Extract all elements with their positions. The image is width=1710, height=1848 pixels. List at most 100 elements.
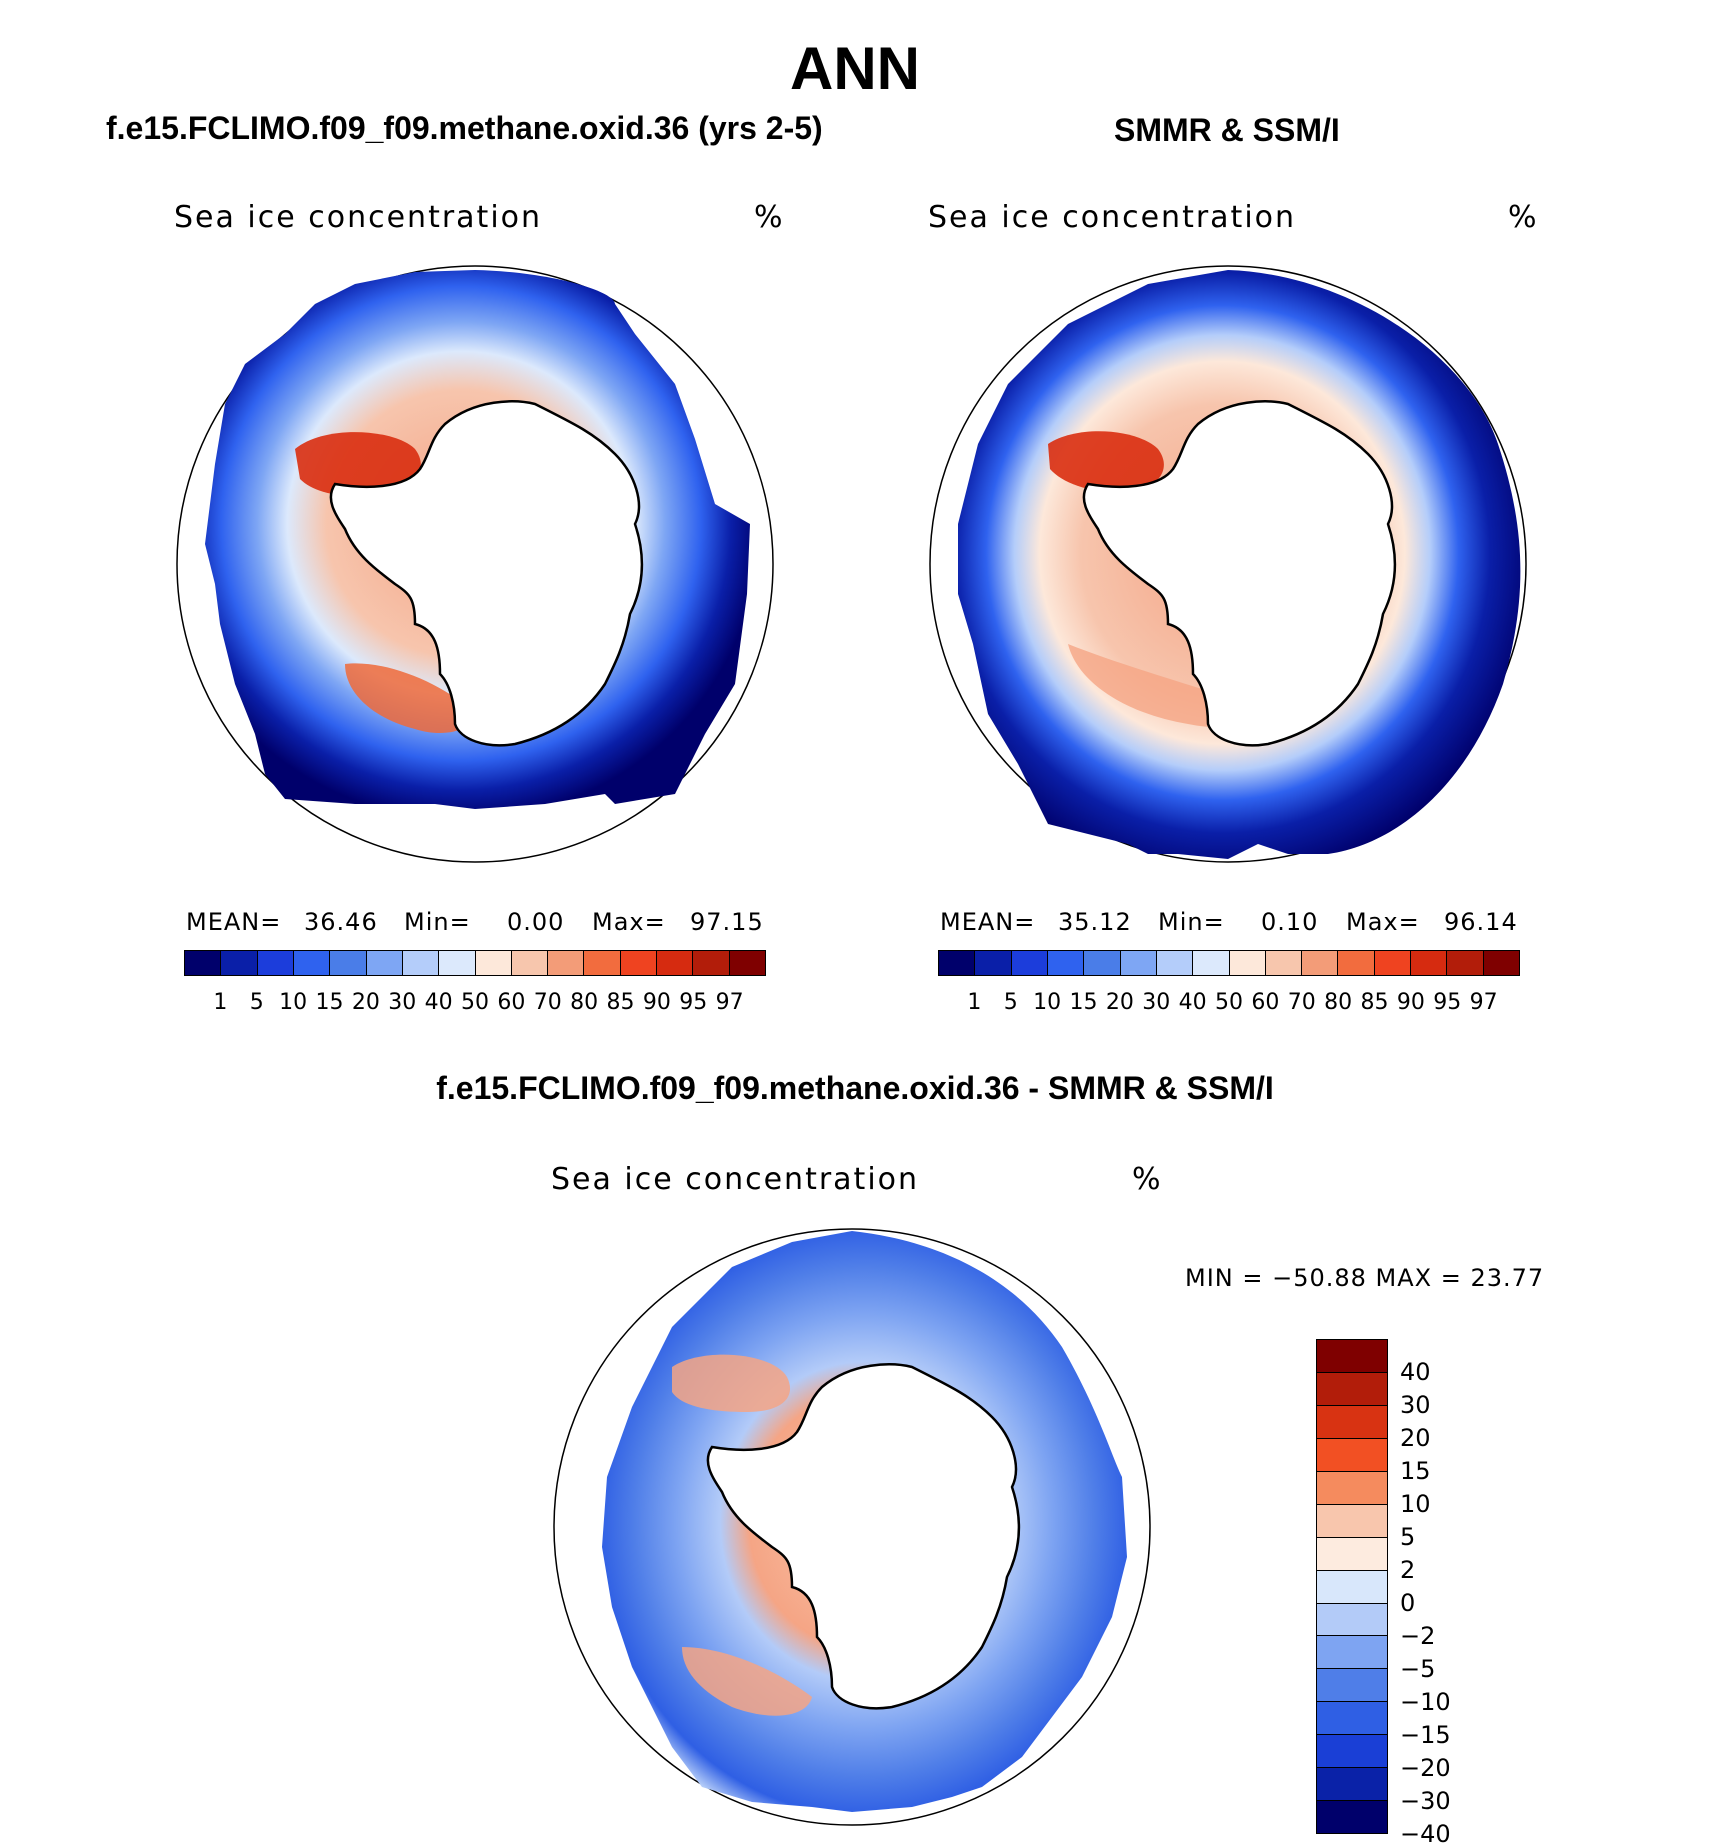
panel3-colorbar-swatch <box>1317 1504 1387 1538</box>
panel1-weddell-max <box>295 432 421 496</box>
panel3-colorbar-tick-label: 10 <box>1400 1490 1431 1518</box>
panel3-field-label: Sea ice concentration <box>551 1162 920 1197</box>
panel3-colorbar-tick-label: −30 <box>1400 1787 1451 1815</box>
panel1-max-label: Max= <box>592 908 666 936</box>
panel2-colorbar-tick-label: 80 <box>1324 990 1353 1015</box>
panel1-colorbar-swatch <box>221 951 258 975</box>
panel1-colorbar-swatch <box>185 951 222 975</box>
panel2-colorbar-tick-label: 85 <box>1360 990 1389 1015</box>
panel2-subtitle: SMMR & SSM/I <box>1114 112 1340 148</box>
panel1-colorbar-swatch <box>693 951 730 975</box>
panel3-colorbar-tick-label: 20 <box>1400 1424 1431 1452</box>
panel1-colorbar-tick-label: 10 <box>279 990 308 1015</box>
panel1-colorbar-tick-label: 97 <box>715 990 744 1015</box>
panel2-min-label: Min= <box>1158 908 1225 936</box>
panel1-mean-value: 36.46 <box>304 908 378 936</box>
panel3-colorbar-swatch <box>1317 1372 1387 1406</box>
panel3-colorbar-tick-label: −10 <box>1400 1688 1451 1716</box>
panel3-colorbar-swatch <box>1317 1570 1387 1604</box>
panel1-map <box>176 265 774 863</box>
panel1-colorbar-tick-label: 80 <box>570 990 599 1015</box>
panel2-weddell-max <box>1048 431 1164 493</box>
panel3-ross-positive <box>682 1647 812 1716</box>
panel3-map <box>553 1228 1151 1826</box>
panel1-colorbar-swatch <box>366 951 403 975</box>
panel2-colorbar-swatch <box>1374 951 1412 975</box>
panel1-colorbar-tick-label: 15 <box>315 990 344 1015</box>
panel3-colorbar-tick-label: 40 <box>1400 1358 1431 1386</box>
panel3-colorbar-ticks: 40 30 20 15 10 5 2 0 −2 −5 −10 −15 −20 −30 −40 <box>1400 1339 1480 1848</box>
panel1-colorbar-swatch <box>475 951 512 975</box>
panel2-mean-label: MEAN= <box>940 908 1036 936</box>
panel3-colorbar-tick-label: −15 <box>1400 1721 1451 1749</box>
panel3-colorbar-swatch <box>1317 1438 1387 1472</box>
panel1-min-value: 0.00 <box>507 908 565 936</box>
panel3-colorbar-swatch <box>1317 1537 1387 1571</box>
panel2-colorbar-tick-label: 15 <box>1069 990 1098 1015</box>
panel2-units: % <box>1508 200 1539 235</box>
panel1-colorbar-tick-label: 70 <box>533 990 562 1015</box>
panel1-mean-label: MEAN= <box>186 908 282 936</box>
panel1-colorbar-tick-label: 30 <box>388 990 417 1015</box>
panel2-colorbar-tick-label: 70 <box>1287 990 1316 1015</box>
panel2-mean-value: 35.12 <box>1058 908 1132 936</box>
panel3-colorbar-tick-label: 0 <box>1400 1589 1416 1617</box>
panel1-colorbar-swatch <box>511 951 549 975</box>
panel1-colorbar-tick-label: 1 <box>213 990 228 1015</box>
panel2-max-value: 96.14 <box>1444 908 1518 936</box>
panel1-colorbar-swatch <box>620 951 658 975</box>
panel1-colorbar-tick-label: 50 <box>461 990 489 1015</box>
panel1-colorbar <box>184 950 766 976</box>
panel1-colorbar-swatch <box>439 951 476 975</box>
panel3-colorbar-tick-label: 5 <box>1400 1523 1416 1551</box>
panel3-colorbar-swatch <box>1317 1801 1387 1834</box>
panel1-colorbar-swatch <box>729 951 765 975</box>
panel2-colorbar-swatch <box>1047 951 1085 975</box>
panel2-min-value: 0.10 <box>1261 908 1319 936</box>
panel2-colorbar-swatch <box>1084 951 1121 975</box>
panel3-colorbar-tick-label: −20 <box>1400 1754 1451 1782</box>
panel2-colorbar-swatch <box>1156 951 1194 975</box>
panel1-colorbar-swatch <box>293 951 331 975</box>
panel3-units: % <box>1132 1162 1163 1197</box>
panel2-colorbar-tick-label: 20 <box>1105 990 1134 1015</box>
panel2-colorbar-tick-label: 50 <box>1215 990 1243 1015</box>
panel1-colorbar-swatch <box>657 951 694 975</box>
panel1-colorbar-tick-label: 5 <box>249 990 264 1015</box>
page-title: ANN <box>790 35 920 102</box>
panel2-colorbar-swatch <box>1265 951 1303 975</box>
panel3-weddell-positive <box>672 1354 791 1412</box>
panel1-colorbar-tick-label: 95 <box>679 990 708 1015</box>
panel2-colorbar-swatch <box>939 951 976 975</box>
panel2-colorbar-swatch <box>975 951 1012 975</box>
panel3-colorbar-tick-label: −40 <box>1400 1820 1451 1848</box>
panel3-colorbar-swatch <box>1317 1405 1387 1439</box>
panel2-colorbar-swatch <box>1302 951 1339 975</box>
panel3-minmax: MIN = −50.88 MAX = 23.77 <box>1185 1264 1545 1292</box>
panel2-field-label: Sea ice concentration <box>928 200 1297 235</box>
panel2-colorbar-swatch <box>1193 951 1230 975</box>
panel3-antarctica <box>706 1363 1021 1710</box>
panel1-antarctica <box>329 400 644 747</box>
panel3-colorbar-swatch <box>1317 1636 1387 1670</box>
panel3-subtitle: f.e15.FCLIMO.f09_f09.methane.oxid.36 - S… <box>436 1070 1274 1106</box>
panel1-colorbar-tick-label: 40 <box>424 990 453 1015</box>
panel3-colorbar-tick-label: −2 <box>1400 1622 1436 1650</box>
panel3-colorbar-swatch <box>1317 1603 1387 1637</box>
panel3-colorbar-swatch <box>1317 1702 1387 1736</box>
panel2-colorbar-swatch <box>1011 951 1048 975</box>
panel2-colorbar-ticks: 1 5 10 15 20 30 40 50 60 70 80 85 90 95 97 <box>938 990 1520 1016</box>
panel2-colorbar-swatch <box>1483 951 1519 975</box>
panel1-subtitle: f.e15.FCLIMO.f09_f09.methane.oxid.36 (yr… <box>106 110 823 146</box>
panel2-colorbar-tick-label: 1 <box>967 990 982 1015</box>
panel2-colorbar-tick-label: 40 <box>1178 990 1207 1015</box>
panel2-colorbar-tick-label: 97 <box>1469 990 1498 1015</box>
panel2-map <box>929 265 1527 863</box>
panel1-min-label: Min= <box>404 908 471 936</box>
panel2-colorbar-swatch <box>1120 951 1157 975</box>
panel1-colorbar-swatch <box>584 951 621 975</box>
panel3-colorbar-swatch <box>1317 1340 1387 1373</box>
panel1-colorbar-ticks: 1 5 10 15 20 30 40 50 60 70 80 85 90 95 97 <box>184 990 766 1016</box>
panel3-colorbar-tick-label: 2 <box>1400 1556 1416 1584</box>
panel1-colorbar-tick-label: 85 <box>606 990 635 1015</box>
